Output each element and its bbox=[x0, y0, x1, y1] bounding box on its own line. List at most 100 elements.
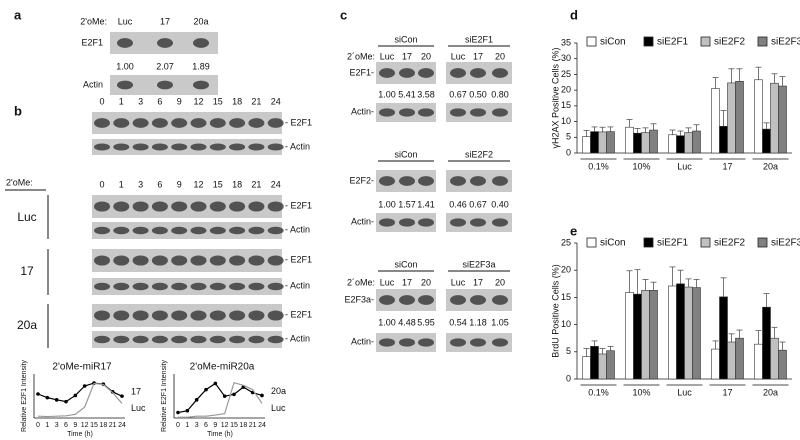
time-label: 12 bbox=[193, 96, 203, 106]
band bbox=[248, 310, 265, 321]
y-tick-label: 0 bbox=[566, 373, 571, 383]
marker bbox=[120, 394, 124, 398]
bar bbox=[762, 306, 771, 380]
bar bbox=[590, 131, 599, 154]
legend-swatch bbox=[757, 36, 768, 47]
marker bbox=[204, 387, 208, 392]
time-label: 1 bbox=[119, 96, 124, 106]
band bbox=[190, 118, 207, 128]
quant-label: 0.46 bbox=[449, 199, 467, 209]
band bbox=[151, 226, 168, 235]
y-axis-label: γH2AX Positive Cells (%) bbox=[550, 47, 560, 148]
blot-label: - Actin bbox=[285, 333, 310, 343]
marker bbox=[82, 384, 87, 388]
quant-label: 1.89 bbox=[192, 61, 210, 71]
bar bbox=[641, 132, 650, 154]
bar bbox=[711, 88, 720, 154]
band bbox=[399, 295, 415, 305]
line bbox=[37, 382, 123, 403]
band bbox=[229, 143, 246, 151]
band bbox=[132, 226, 149, 235]
band bbox=[190, 255, 207, 266]
x-tick-label: 24 bbox=[258, 422, 266, 429]
band bbox=[379, 338, 395, 347]
band bbox=[267, 255, 284, 266]
blot-label: Actin bbox=[83, 79, 103, 89]
band bbox=[379, 68, 395, 78]
x-tick-label: 18 bbox=[239, 422, 247, 429]
band bbox=[399, 176, 415, 186]
band bbox=[399, 68, 415, 78]
legend-label: siE2F2 bbox=[714, 37, 746, 48]
marker bbox=[260, 393, 264, 398]
quant-label: 2.07 bbox=[156, 61, 174, 71]
band bbox=[379, 108, 395, 117]
y-axis-label: Relative E2F1 Intensity bbox=[161, 360, 168, 432]
bar bbox=[625, 292, 634, 380]
bar bbox=[590, 346, 599, 380]
band bbox=[450, 338, 466, 347]
quant-label: 1.57 bbox=[398, 199, 416, 209]
group-header: siCon bbox=[394, 149, 417, 159]
row-label: 2'oMe: bbox=[80, 16, 107, 26]
band bbox=[113, 118, 130, 128]
x-axis-label: Time (h) bbox=[67, 431, 93, 438]
x-tick-label: 1 bbox=[185, 422, 189, 429]
band bbox=[151, 310, 168, 321]
legend-swatch bbox=[643, 237, 654, 248]
series-label: 17 bbox=[131, 387, 141, 397]
bar bbox=[754, 343, 763, 380]
lane-label: 17 bbox=[402, 51, 412, 61]
bar bbox=[606, 350, 615, 380]
lane-label: 17 bbox=[473, 51, 483, 61]
bar bbox=[649, 129, 658, 154]
lane-label: Luc bbox=[451, 277, 466, 287]
row-label: 2´oMe: bbox=[347, 51, 375, 61]
legend-label: siE2F1 bbox=[657, 37, 689, 48]
bar bbox=[719, 296, 728, 380]
y-tick-label: 5 bbox=[566, 132, 571, 142]
band bbox=[492, 108, 508, 117]
band bbox=[132, 255, 149, 266]
x-tick-label: 15 bbox=[90, 422, 98, 429]
group-label: 17 bbox=[20, 264, 34, 278]
lane-label: 20 bbox=[421, 277, 431, 287]
bar bbox=[735, 81, 744, 154]
band bbox=[492, 176, 508, 186]
legend-label: siCon bbox=[600, 238, 626, 249]
quant-label: 0.50 bbox=[469, 89, 487, 99]
bar bbox=[668, 134, 677, 154]
band bbox=[399, 338, 415, 347]
band bbox=[151, 255, 168, 266]
quant-label: 5.95 bbox=[417, 317, 435, 327]
y-tick-label: 30 bbox=[561, 53, 571, 63]
band bbox=[418, 68, 434, 78]
group-header: siE2F2 bbox=[465, 149, 493, 159]
x-tick-label: 17 bbox=[722, 387, 732, 397]
group-header: siCon bbox=[394, 259, 417, 269]
band bbox=[248, 226, 265, 235]
bar bbox=[735, 337, 744, 380]
x-tick-label: 18 bbox=[99, 422, 107, 429]
time-label: 18 bbox=[232, 179, 242, 189]
bar bbox=[770, 337, 779, 380]
x-tick-label: 10% bbox=[632, 161, 650, 171]
band bbox=[94, 143, 110, 151]
quant-label: 1.00 bbox=[378, 89, 396, 99]
group-header: siE2F3a bbox=[462, 259, 495, 269]
legend-swatch bbox=[586, 36, 597, 47]
marker bbox=[213, 381, 218, 386]
x-tick-label: 0.1% bbox=[588, 387, 609, 397]
blot-label: - Actin bbox=[285, 224, 310, 234]
x-tick-label: 1 bbox=[45, 422, 49, 429]
band bbox=[470, 295, 486, 305]
band bbox=[492, 218, 508, 227]
band bbox=[399, 218, 415, 227]
x-tick-label: 21 bbox=[109, 422, 117, 429]
band bbox=[113, 310, 130, 321]
band bbox=[450, 218, 466, 227]
band bbox=[418, 218, 434, 227]
quant-label: 1.41 bbox=[417, 199, 435, 209]
blot-label: Actin- bbox=[351, 106, 374, 116]
legend-label: siE2F1 bbox=[657, 238, 689, 249]
